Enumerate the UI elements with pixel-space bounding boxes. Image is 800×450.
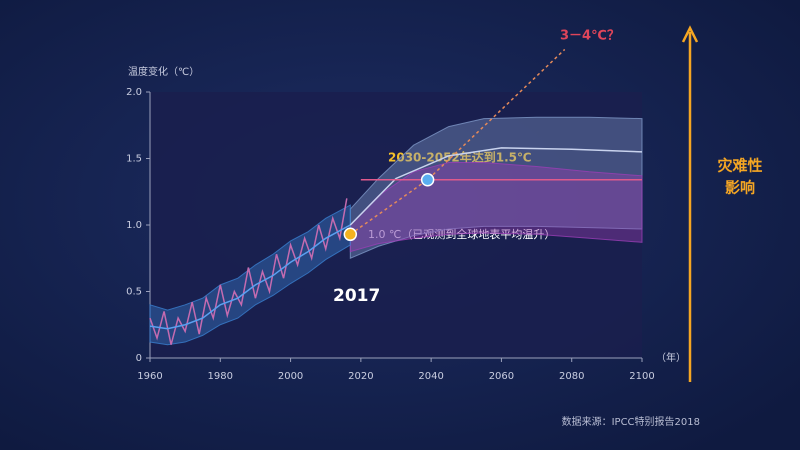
series-line xyxy=(149,224,351,330)
series-line xyxy=(349,48,566,235)
source: 数据来源：IPCC特别报告2018 xyxy=(562,415,700,428)
impact-arrow-head xyxy=(681,25,699,43)
x-tick-label: 2020 xyxy=(348,371,373,382)
point xyxy=(343,227,358,242)
y-tick-label: 1.5 xyxy=(126,154,142,165)
x-tick-label: 2100 xyxy=(629,371,654,382)
annotation-top: 3－4℃？ xyxy=(560,29,620,44)
plot-area xyxy=(150,92,642,358)
impact-label: 灾难性 xyxy=(717,157,762,175)
point xyxy=(420,173,435,187)
x-tick-label: 2080 xyxy=(559,371,584,382)
x-tick-label: 2060 xyxy=(489,371,514,382)
annotation-year: 2017 xyxy=(333,286,380,306)
x-tick-label: 2000 xyxy=(278,371,303,382)
annotation-target: 2030-2052年达到1.5℃ xyxy=(388,150,532,165)
y-tick-label: 2.0 xyxy=(126,87,142,98)
series-line xyxy=(349,147,643,226)
y-tick-label: 0 xyxy=(136,353,142,364)
y-axis-label: 温度变化（℃） xyxy=(128,65,199,78)
x-tick-label: 1980 xyxy=(208,371,233,382)
x-tick-label: 2040 xyxy=(418,371,443,382)
y-tick-label: 0.5 xyxy=(126,287,142,298)
y-tick-label: 1.0 xyxy=(126,220,142,231)
x-axis-unit: （年） xyxy=(656,351,686,364)
x-tick-label: 1960 xyxy=(137,371,162,382)
impact-label: 影响 xyxy=(725,179,755,197)
